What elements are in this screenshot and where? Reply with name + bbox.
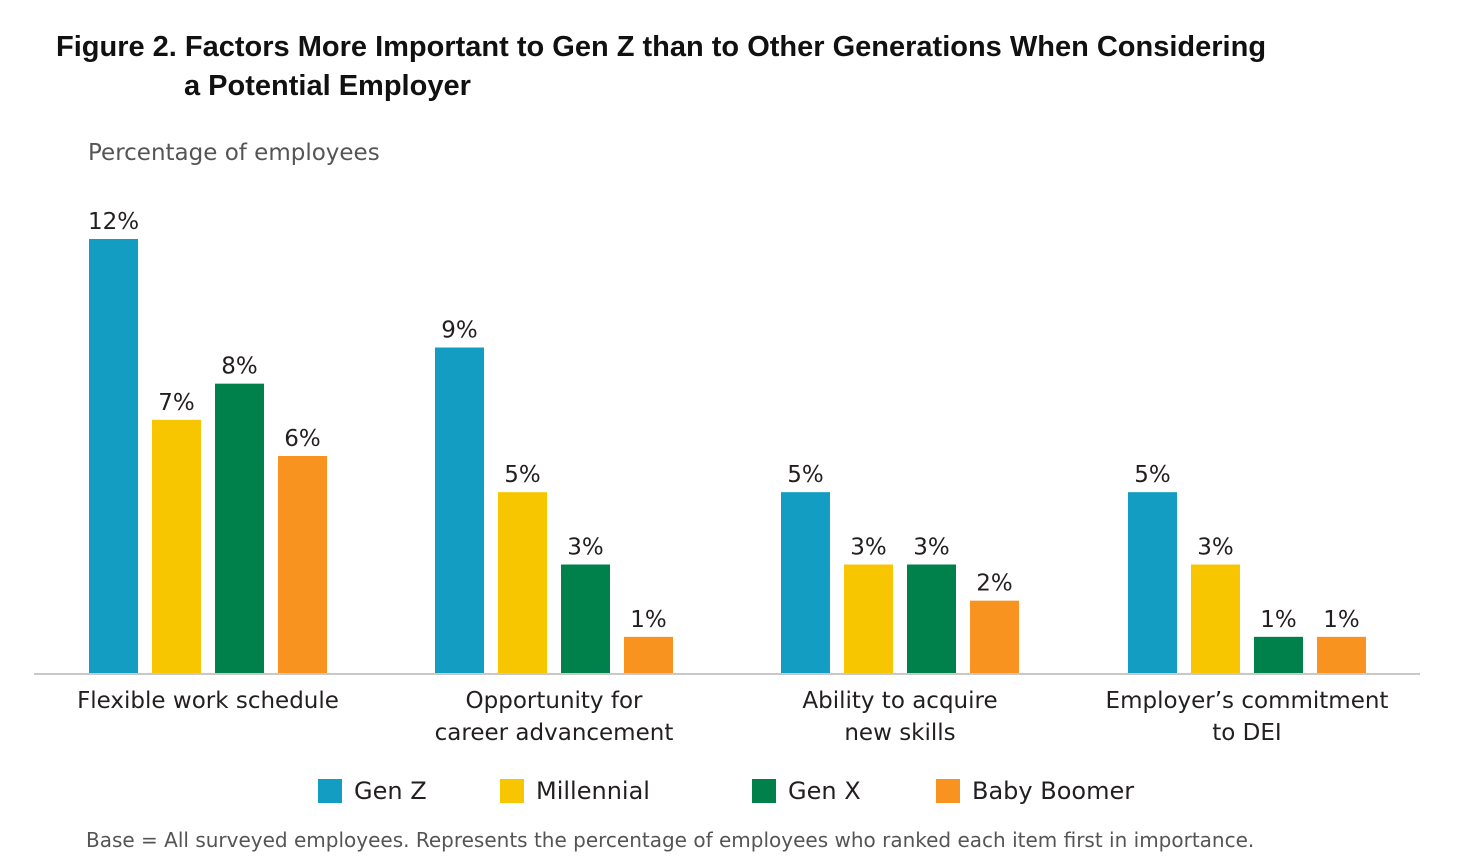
legend-item-baby-boomer: Baby Boomer — [936, 774, 1134, 808]
chart-title: Figure 2. Factors More Important to Gen … — [56, 28, 1356, 106]
legend-swatch-gen-x — [752, 779, 776, 803]
data-label-baby-boomer-3: 2% — [976, 571, 1013, 597]
data-label-baby-boomer-2: 1% — [630, 607, 667, 633]
data-label-gen-x-4: 1% — [1260, 607, 1297, 633]
data-label-baby-boomer-1: 6% — [284, 426, 321, 452]
legend-item-millennial: Millennial — [500, 774, 650, 808]
bar-gen-x-3 — [907, 564, 956, 673]
bar-chart: 12% 9% 5% 5% 7% 5% 3% 3% 8% 3% 3% 1% 6% 1% 2% 1% Flexibl… — [34, 209, 1420, 746]
data-label-millennial-3: 3% — [850, 535, 887, 561]
chart-title-line-2: a Potential Employer — [184, 70, 471, 102]
legend-label-millennial: Millennial — [536, 777, 650, 805]
data-label-gen-z-4: 5% — [1134, 462, 1171, 488]
bar-millennial-3 — [844, 564, 893, 673]
category-label-2: Opportunity for career advancement — [435, 688, 674, 746]
category-label-3: Ability to acquire new skills — [802, 688, 997, 746]
category-label-3-line-2: new skills — [844, 720, 955, 746]
legend-item-gen-x: Gen X — [752, 774, 861, 808]
data-label-millennial-2: 5% — [504, 462, 541, 488]
bar-millennial-4 — [1191, 564, 1240, 673]
legend-swatch-gen-z — [318, 779, 342, 803]
legend-swatch-baby-boomer — [936, 779, 960, 803]
data-label-millennial-1: 7% — [158, 390, 195, 416]
category-label-4: Employer’s commitment to DEI — [1106, 688, 1389, 746]
data-label-millennial-4: 3% — [1197, 535, 1234, 561]
data-label-gen-z-3: 5% — [787, 462, 824, 488]
data-label-gen-x-2: 3% — [567, 535, 604, 561]
category-label-1: Flexible work schedule — [77, 688, 339, 714]
legend-swatch-millennial — [500, 779, 524, 803]
bar-gen-x-1 — [215, 383, 264, 673]
bar-gen-z-3 — [781, 492, 830, 673]
category-label-4-line-1: Employer’s commitment — [1106, 688, 1389, 714]
bar-baby-boomer-4 — [1317, 636, 1366, 673]
data-label-gen-z-2: 9% — [441, 318, 478, 344]
category-label-3-line-1: Ability to acquire — [802, 688, 997, 714]
legend-item-gen-z: Gen Z — [318, 774, 427, 808]
footnote: Base = All surveyed employees. Represent… — [86, 828, 1255, 852]
bar-baby-boomer-1 — [278, 456, 327, 673]
legend-label-baby-boomer: Baby Boomer — [972, 777, 1135, 805]
legend-label-gen-z: Gen Z — [354, 777, 427, 805]
category-label-1-line-1: Flexible work schedule — [77, 688, 339, 714]
bar-gen-z-2 — [435, 347, 484, 673]
category-label-2-line-2: career advancement — [435, 720, 674, 746]
data-label-gen-z-1: 12% — [88, 209, 139, 235]
legend: Gen Z Millennial Gen X Baby Boomer — [0, 774, 1458, 808]
bar-gen-x-4 — [1254, 636, 1303, 673]
bar-gen-x-2 — [561, 564, 610, 673]
legend-label-gen-x: Gen X — [788, 777, 861, 805]
bar-baby-boomer-2 — [624, 636, 673, 673]
bar-gen-z-4 — [1128, 492, 1177, 673]
data-label-gen-x-1: 8% — [221, 354, 258, 380]
bar-millennial-1 — [152, 419, 201, 673]
bar-millennial-2 — [498, 492, 547, 673]
category-label-2-line-1: Opportunity for — [466, 688, 644, 714]
chart-title-line-1: Figure 2. Factors More Important to Gen … — [56, 31, 1267, 63]
category-label-4-line-2: to DEI — [1212, 720, 1281, 746]
data-label-gen-x-3: 3% — [913, 535, 950, 561]
data-label-baby-boomer-4: 1% — [1323, 607, 1360, 633]
bar-gen-z-1 — [89, 239, 138, 673]
y-axis-label: Percentage of employees — [88, 140, 380, 166]
bar-baby-boomer-3 — [970, 600, 1019, 673]
